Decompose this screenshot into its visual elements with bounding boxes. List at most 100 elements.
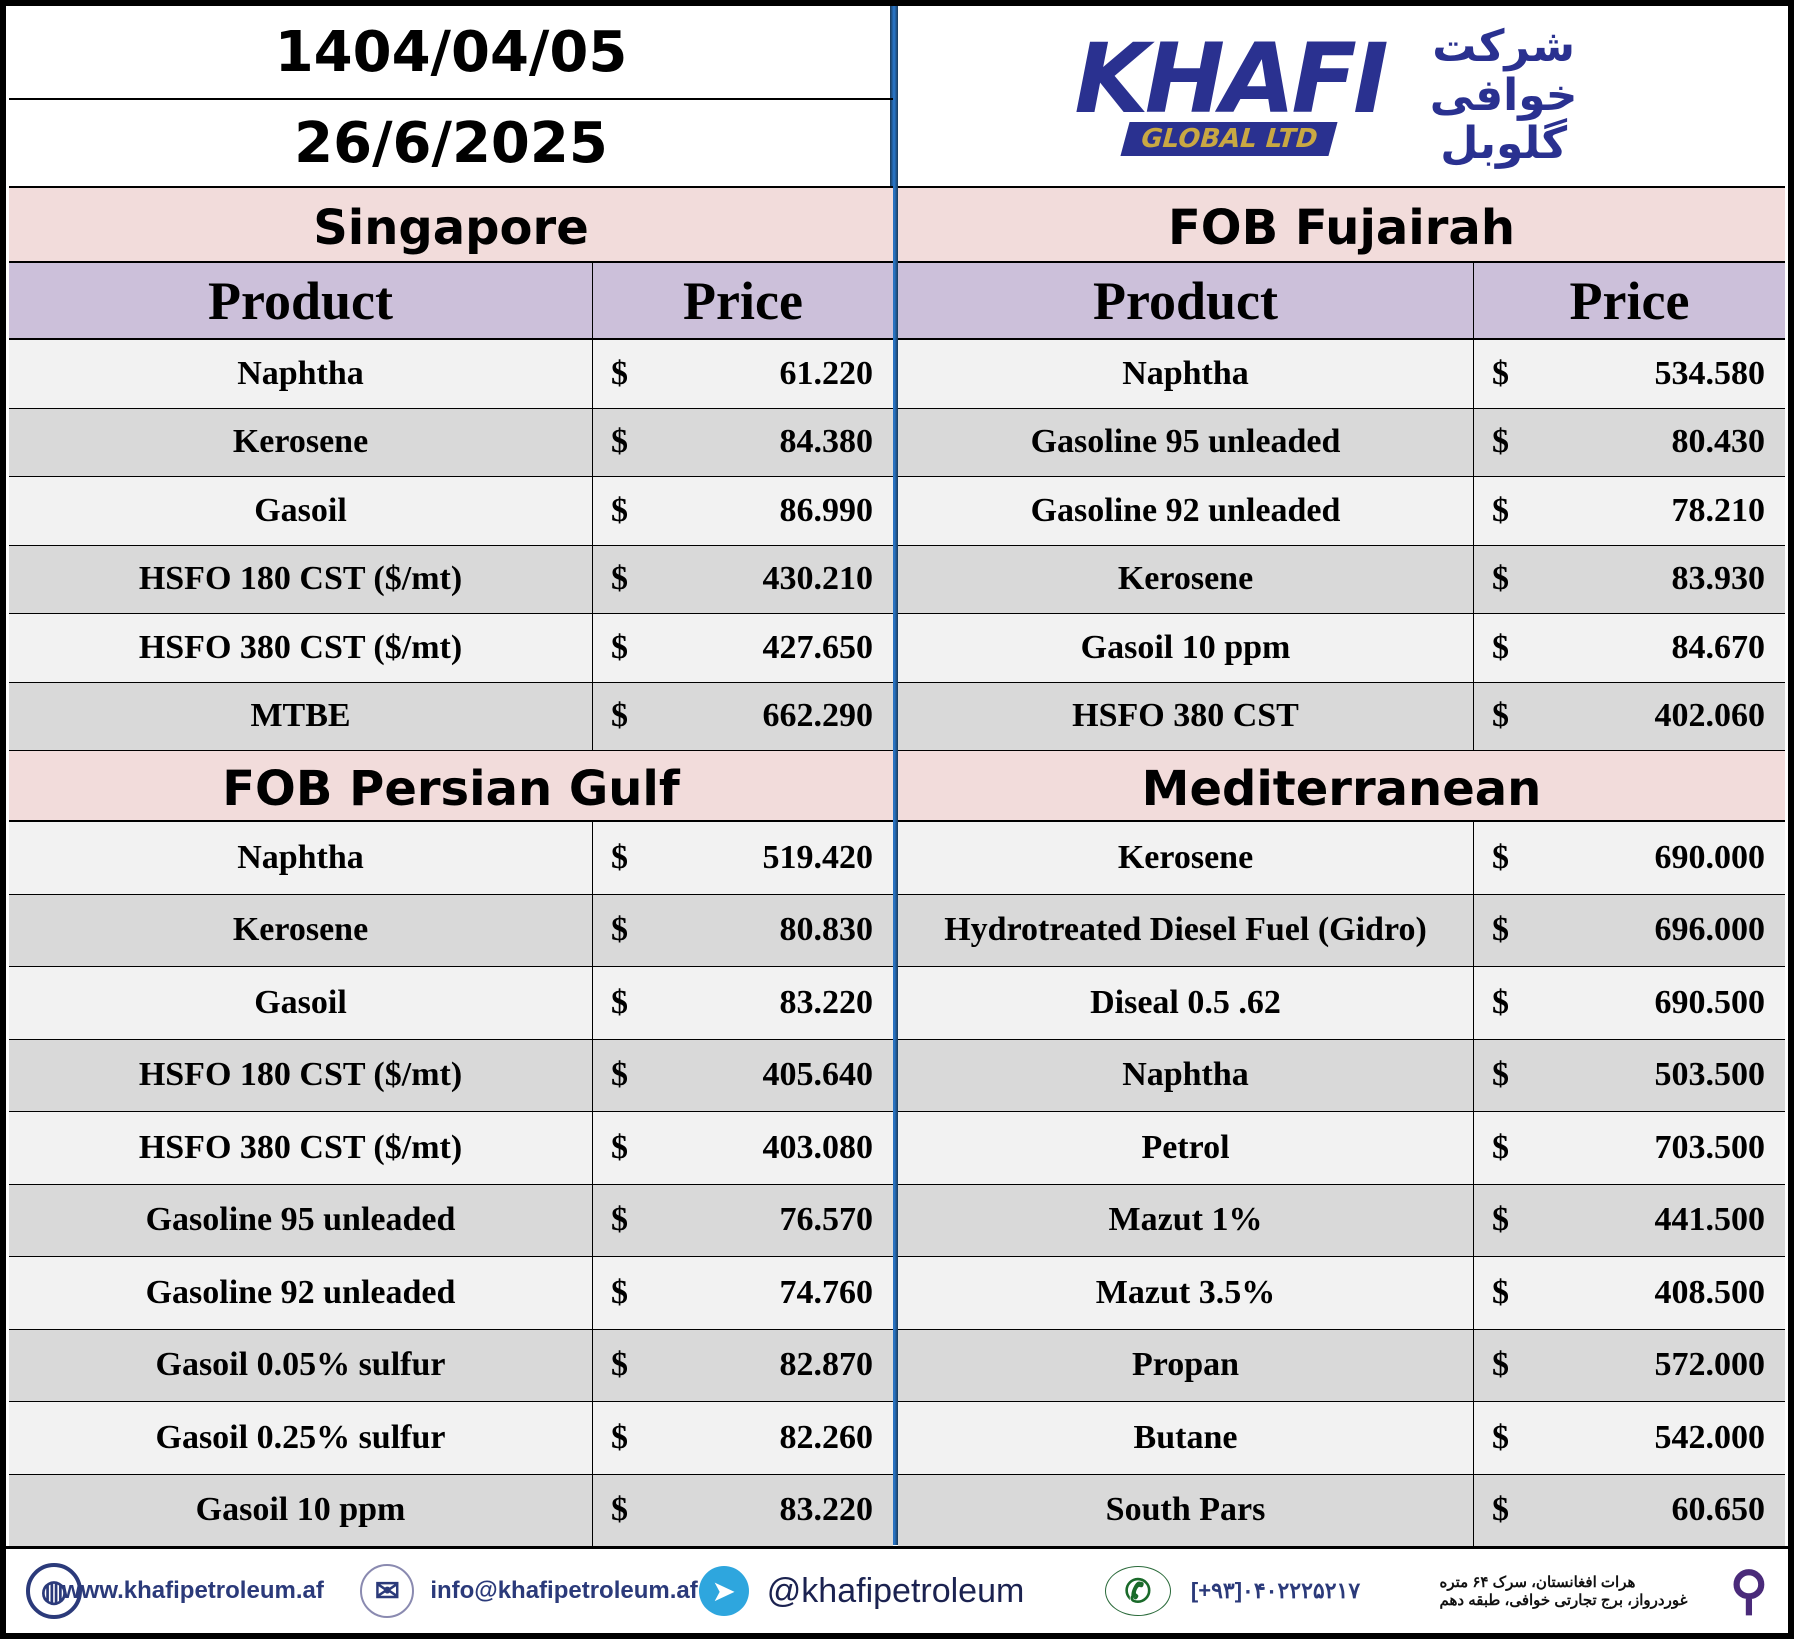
currency-symbol: $ (611, 1346, 628, 1384)
currency-symbol: $ (1492, 1418, 1509, 1456)
price-value: 84.380 (779, 423, 874, 461)
price-cell: $86.990 (593, 477, 893, 545)
price-cell: $83.930 (1474, 546, 1785, 614)
table-row: Gasoil 0.25% sulfur $82.260 (9, 1402, 893, 1475)
email-icon: ✉ (360, 1564, 415, 1618)
product-name: Gasoil 0.25% sulfur (9, 1402, 593, 1474)
product-name: Diseal 0.5 .62 (898, 967, 1474, 1039)
product-name: MTBE (9, 682, 593, 750)
currency-symbol: $ (1492, 560, 1509, 598)
price-value: 696.000 (1654, 911, 1766, 949)
product-name: Gasoil (9, 477, 593, 545)
table-mediterranean: Kerosene $690.000 Hydrotreated Diesel Fuel… (898, 822, 1785, 1547)
product-name: Gasoline 95 unleaded (9, 1184, 593, 1256)
table-row: HSFO 180 CST ($/mt) $405.640 (9, 1039, 893, 1112)
price-cell: $696.000 (1474, 895, 1785, 967)
phone-number[interactable]: [+۹۳]۰۴۰۲۲۲۵۲۱۷ (1190, 1578, 1361, 1603)
price-value: 662.290 (762, 697, 874, 735)
address-line-1: هرات افغانستان، سرک ۶۴ متره (1439, 1574, 1636, 1591)
product-name: Kerosene (9, 894, 593, 966)
product-name: Gasoline 92 unleaded (898, 477, 1474, 545)
product-name: Gasoil (9, 967, 593, 1039)
product-name: Gasoline 92 unleaded (9, 1257, 593, 1329)
header-product: Product (9, 263, 593, 338)
product-name: Gasoil 10 ppm (9, 1474, 593, 1546)
header-product: Product (898, 263, 1474, 338)
section-title-fujairah: FOB Fujairah (898, 188, 1785, 263)
footer: ◍ www.khafipetroleum.af ✉ info@khafipetr… (6, 1546, 1788, 1633)
currency-symbol: $ (611, 838, 628, 876)
table-row: MTBE $662.290 (9, 682, 893, 751)
table-row: Gasoil 10 ppm $84.670 (898, 614, 1785, 683)
table-row: Kerosene $83.930 (898, 545, 1785, 614)
email-link[interactable]: info@khafipetroleum.af (430, 1577, 698, 1604)
product-name: HSFO 180 CST ($/mt) (9, 545, 593, 613)
price-value: 84.670 (1671, 628, 1766, 666)
price-value: 572.000 (1654, 1346, 1766, 1384)
table-row: Petrol $703.500 (898, 1112, 1785, 1185)
price-cell: $534.580 (1474, 340, 1785, 408)
table-row: Gasoil $83.220 (9, 967, 893, 1040)
product-name: Kerosene (898, 822, 1474, 894)
product-name: HSFO 380 CST ($/mt) (9, 1112, 593, 1184)
price-value: 503.500 (1654, 1056, 1766, 1094)
currency-symbol: $ (1492, 491, 1509, 529)
price-value: 690.500 (1654, 983, 1766, 1021)
product-name: Naphtha (9, 340, 593, 408)
currency-symbol: $ (611, 1491, 628, 1529)
price-value: 402.060 (1654, 697, 1766, 735)
currency-symbol: $ (611, 354, 628, 392)
product-name: Kerosene (9, 408, 593, 476)
table-row: Diseal 0.5 .62 $690.500 (898, 967, 1785, 1040)
price-cell: $427.650 (593, 614, 893, 682)
currency-symbol: $ (611, 1201, 628, 1239)
price-cell: $402.060 (1474, 683, 1785, 751)
table-row: HSFO 380 CST ($/mt) $403.080 (9, 1112, 893, 1185)
table-row: HSFO 380 CST $402.060 (898, 682, 1785, 751)
price-cell: $542.000 (1474, 1402, 1785, 1474)
currency-symbol: $ (1492, 354, 1509, 392)
currency-symbol: $ (1492, 1201, 1509, 1239)
price-value: 86.990 (779, 491, 874, 529)
currency-symbol: $ (611, 628, 628, 666)
price-value: 83.930 (1671, 560, 1766, 598)
currency-symbol: $ (611, 560, 628, 598)
currency-symbol: $ (611, 911, 628, 949)
currency-symbol: $ (611, 1056, 628, 1094)
table-row: Kerosene $84.380 (9, 408, 893, 477)
price-value: 82.870 (779, 1346, 874, 1384)
product-name: Mazut 3.5% (898, 1257, 1474, 1329)
price-cell: $76.570 (593, 1185, 893, 1257)
table-singapore: Naphtha $61.220 Kerosene $84.380 Gasoil $86.9… (9, 340, 893, 751)
table-fujairah: Naphtha $534.580 Gasoline 95 unleaded $80.4… (898, 340, 1785, 751)
product-name: Butane (898, 1402, 1474, 1474)
website-link[interactable]: www.khafipetroleum.af (62, 1577, 324, 1604)
currency-symbol: $ (611, 1273, 628, 1311)
left-panel: 1404/04/05 26/6/2025 Singapore Product Pr… (9, 6, 893, 1547)
price-cell: $78.210 (1474, 477, 1785, 545)
price-cell: $519.420 (593, 822, 893, 894)
table-row: South Pars $60.650 (898, 1474, 1785, 1547)
table-row: Naphtha $534.580 (898, 340, 1785, 409)
price-cell: $83.220 (593, 967, 893, 1039)
logo-persian-text: شرکت خوافی گلوبل (1429, 21, 1578, 170)
price-value: 60.650 (1671, 1491, 1766, 1529)
date-persian: 1404/04/05 (9, 6, 893, 100)
currency-symbol: $ (611, 697, 628, 735)
table-row: Mazut 3.5% $408.500 (898, 1257, 1785, 1330)
company-logo: KHAFI GLOBAL LTD شرکت خوافی گلوبل (898, 6, 1785, 188)
table-row: Kerosene $80.830 (9, 894, 893, 967)
price-value: 534.580 (1654, 354, 1766, 392)
column-divider (890, 6, 898, 1545)
telegram-handle[interactable]: @khafipetroleum (766, 1571, 1025, 1610)
product-name: Naphtha (898, 340, 1474, 408)
location-pin-icon: ⚲ (1729, 1562, 1768, 1620)
price-value: 405.640 (762, 1056, 874, 1094)
currency-symbol: $ (1492, 911, 1509, 949)
currency-symbol: $ (1492, 697, 1509, 735)
product-name: Gasoline 95 unleaded (898, 408, 1474, 476)
price-cell: $405.640 (593, 1040, 893, 1112)
price-cell: $82.870 (593, 1330, 893, 1402)
price-value: 80.430 (1671, 423, 1766, 461)
product-name: HSFO 380 CST (898, 682, 1474, 750)
